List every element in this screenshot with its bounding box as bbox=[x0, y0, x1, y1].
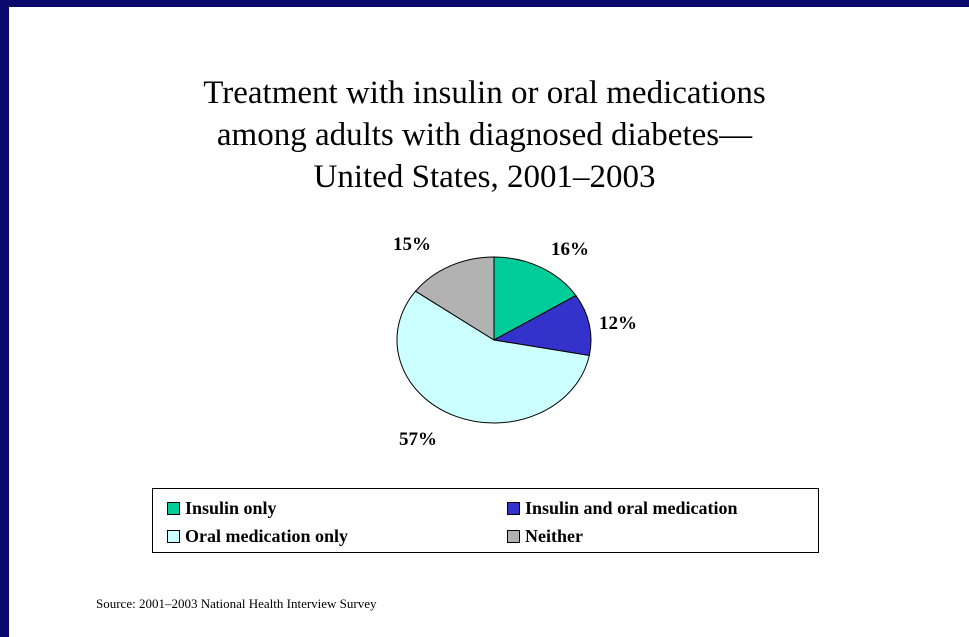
data-label-insulin-only: 16% bbox=[551, 239, 589, 260]
source-note: Source: 2001–2003 National Health Interv… bbox=[96, 596, 377, 611]
chart-legend: Insulin only Insulin and oral medication… bbox=[152, 488, 819, 553]
data-label-neither: 15% bbox=[393, 234, 431, 255]
pie-slice-oral-only bbox=[396, 290, 590, 424]
legend-swatch-insulin-and-oral bbox=[507, 502, 520, 515]
chart-title-line-3: United States, 2001–2003 bbox=[313, 159, 656, 195]
legend-item-insulin-and-oral: Insulin and oral medication bbox=[507, 498, 738, 519]
legend-swatch-insulin-only bbox=[167, 502, 180, 515]
pie-slice-insulin-only bbox=[493, 256, 577, 341]
legend-label-insulin-and-oral: Insulin and oral medication bbox=[525, 498, 738, 518]
pie-slice-insulin-and-oral bbox=[492, 294, 592, 357]
legend-swatch-neither bbox=[507, 530, 520, 543]
legend-item-oral-only: Oral medication only bbox=[167, 526, 348, 547]
legend-label-neither: Neither bbox=[525, 526, 583, 546]
legend-label-oral-only: Oral medication only bbox=[185, 526, 348, 546]
legend-item-insulin-only: Insulin only bbox=[167, 498, 277, 519]
data-label-oral-only: 57% bbox=[399, 429, 437, 450]
chart-title-line-2: among adults with diagnosed diabetes— bbox=[216, 117, 753, 153]
chart-title: Treatment with insulin or oral medicatio… bbox=[0, 72, 969, 198]
legend-swatch-oral-only bbox=[167, 530, 180, 543]
legend-label-insulin-only: Insulin only bbox=[185, 498, 277, 518]
pie-slice-neither bbox=[414, 256, 495, 341]
data-label-insulin-and-oral: 12% bbox=[599, 313, 637, 334]
legend-item-neither: Neither bbox=[507, 526, 583, 547]
chart-title-line-1: Treatment with insulin or oral medicatio… bbox=[203, 75, 766, 111]
